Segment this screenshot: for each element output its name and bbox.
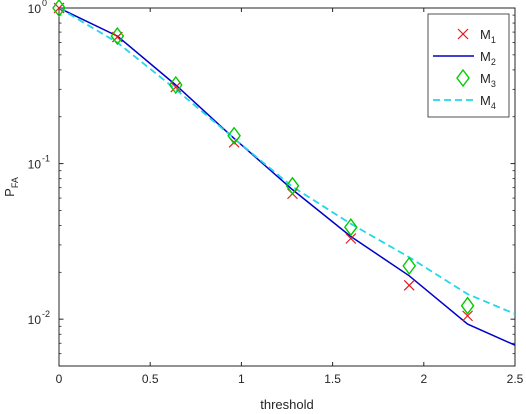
series-layer [59, 8, 515, 346]
series-1-point [345, 233, 357, 244]
y-tick-label-exponent: -1 [42, 154, 50, 164]
series-3-point [168, 75, 183, 95]
series-4-line [59, 8, 515, 315]
series-3-point [460, 296, 475, 315]
series-1-point [462, 310, 474, 322]
legend-entry: M4 [433, 93, 496, 111]
marker-layer [52, 0, 475, 322]
series-3-point [227, 126, 241, 145]
series-3-point [343, 218, 358, 237]
series-3-point [285, 176, 300, 195]
series-3-point [402, 256, 417, 276]
legend-label: M1 [480, 27, 496, 45]
legend-entry: M2 [433, 49, 496, 67]
series-3-point [52, 0, 66, 18]
legend-box [427, 13, 510, 118]
x-tick-label: 0 [56, 372, 63, 386]
legend-label: M2 [480, 49, 496, 67]
y-tick-label-exponent: -2 [42, 309, 50, 319]
x-axis-label: threshold [260, 397, 313, 412]
y-axis-label: PFA [2, 177, 20, 197]
y-tick-label-exponent: 0 [42, 0, 47, 8]
legend-entry: M3 [456, 68, 496, 89]
series-1-point [170, 81, 182, 93]
x-tick-label: 0.5 [142, 372, 159, 386]
series-3-point [110, 26, 125, 46]
y-tick-label: 10 [28, 2, 42, 16]
x-axis-ticks: 0 0.5 1 1.5 2 2.5 [56, 8, 524, 386]
x-tick-label: 2 [420, 372, 427, 386]
y-axis-label-sub: FA [10, 177, 20, 188]
y-tick-label: 10 [28, 313, 42, 327]
legend: M1 M2 M3 M4 [427, 13, 510, 118]
y-axis-label-main: P [2, 188, 17, 197]
x-tick-label: 2.5 [507, 372, 524, 386]
y-tick-label: 10 [28, 158, 42, 172]
series-2-line [59, 8, 515, 346]
legend-entry: M1 [457, 27, 496, 45]
legend-label: M4 [480, 93, 496, 111]
x-tick-label: 1.5 [324, 372, 341, 386]
legend-marker-diamond [456, 68, 470, 88]
series-1-point [403, 279, 415, 291]
x-tick-label: 1 [238, 372, 245, 386]
legend-marker-x [457, 28, 469, 40]
legend-label: M3 [480, 71, 496, 89]
